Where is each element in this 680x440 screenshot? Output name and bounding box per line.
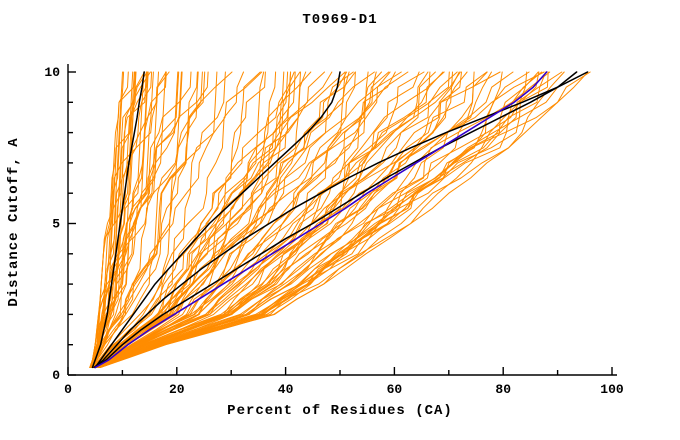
orange-model-curve (91, 71, 199, 368)
orange-model-curve (98, 71, 551, 368)
orange-model-curve (89, 71, 123, 368)
black-model-2-curve (94, 71, 341, 369)
orange-model-curve (89, 71, 149, 368)
orange-model-curve (96, 71, 377, 368)
orange-model-curve (94, 71, 296, 368)
x-tick-label: 60 (387, 382, 403, 397)
x-axis-label: Percent of Residues (CA) (227, 403, 453, 419)
orange-model-curve (93, 71, 295, 368)
orange-model-curve (90, 71, 203, 368)
orange-model-curve (96, 71, 444, 368)
orange-model-curve (91, 71, 226, 368)
orange-model-curve (95, 71, 356, 368)
orange-model-curve (89, 71, 148, 368)
orange-model-curve (90, 71, 198, 368)
orange-model-curve (90, 71, 136, 368)
x-tick-label: 80 (495, 382, 511, 397)
orange-model-curve (90, 71, 182, 368)
orange-model-curve (96, 71, 425, 368)
x-tick-label: 40 (278, 382, 294, 397)
black-model-4-curve (93, 71, 589, 369)
orange-model-curve (97, 71, 501, 368)
orange-model-curve (94, 71, 375, 368)
orange-model-curve (92, 71, 244, 368)
x-tick-label: 100 (600, 382, 624, 397)
y-tick-label: 5 (52, 217, 60, 232)
orange-model-curve (89, 71, 134, 368)
orange-model-curve (89, 71, 125, 368)
blue-model-curve (94, 71, 548, 369)
chart-title: T0969-D1 (302, 12, 378, 28)
y-tick-label: 10 (44, 65, 60, 80)
orange-model-curve (96, 71, 402, 368)
x-tick-label: 20 (169, 382, 185, 397)
orange-model-curve (95, 71, 350, 368)
orange-model-curve (93, 71, 312, 368)
orange-model-curve (98, 71, 488, 368)
y-tick-label: 0 (52, 368, 60, 383)
orange-model-curve (96, 71, 461, 368)
orange-model-curve (99, 71, 543, 368)
x-tick-label: 0 (64, 382, 72, 397)
orange-model-curve (99, 71, 547, 368)
orange-model-curve (99, 71, 565, 368)
orange-model-curve (98, 71, 545, 368)
orange-model-curve (93, 71, 301, 368)
orange-model-curve (98, 71, 549, 368)
orange-model-curve (93, 71, 285, 368)
orange-model-curve (95, 71, 369, 368)
black-model-1-curve (91, 71, 145, 369)
orange-model-curve (95, 71, 409, 368)
black-model-3-curve (94, 71, 578, 369)
orange-model-curve (99, 71, 528, 368)
orange-model-curve (91, 71, 263, 368)
